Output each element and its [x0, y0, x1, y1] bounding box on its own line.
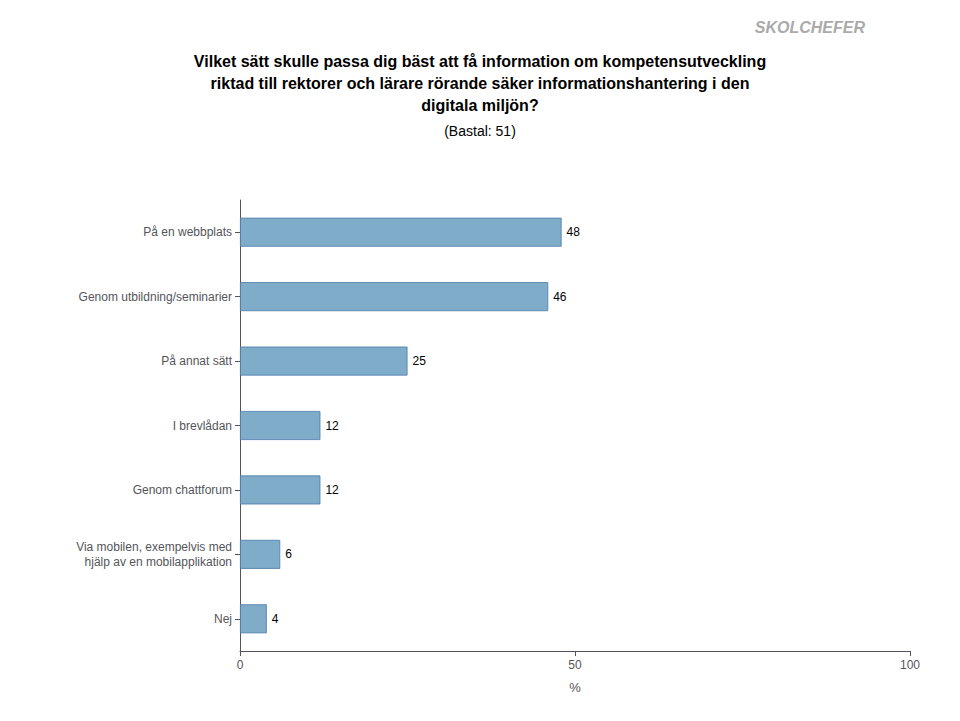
svg-text:Genom chattforum: Genom chattforum: [133, 483, 232, 497]
svg-text:0: 0: [237, 658, 244, 672]
svg-text:SKOLCHEFER: SKOLCHEFER: [755, 19, 866, 36]
svg-text:Via mobilen, exempelvis med: Via mobilen, exempelvis med: [76, 540, 232, 554]
svg-text:12: 12: [325, 419, 339, 433]
svg-text:riktad till rektorer och lärar: riktad till rektorer och lärare rörande …: [211, 75, 750, 92]
svg-text:Vilket sätt skulle passa dig b: Vilket sätt skulle passa dig bäst att få…: [194, 53, 766, 70]
svg-text:hjälp av en mobilapplikation: hjälp av en mobilapplikation: [85, 555, 232, 569]
svg-text:48: 48: [567, 225, 581, 239]
svg-text:(Bastal: 51): (Bastal: 51): [444, 123, 516, 139]
svg-text:4: 4: [272, 612, 279, 626]
svg-text:50: 50: [568, 658, 582, 672]
svg-text:%: %: [569, 680, 581, 695]
svg-text:På en webbplats: På en webbplats: [143, 225, 232, 239]
svg-text:100: 100: [900, 658, 920, 672]
svg-text:Genom utbildning/seminarier: Genom utbildning/seminarier: [79, 290, 232, 304]
svg-text:25: 25: [413, 354, 427, 368]
svg-text:digitala miljön?: digitala miljön?: [421, 97, 538, 114]
svg-text:Nej: Nej: [214, 612, 232, 626]
svg-text:46: 46: [553, 290, 567, 304]
svg-text:På annat sätt: På annat sätt: [161, 354, 232, 368]
svg-text:6: 6: [285, 547, 292, 561]
svg-text:I brevlådan: I brevlådan: [173, 419, 232, 433]
svg-text:12: 12: [325, 483, 339, 497]
